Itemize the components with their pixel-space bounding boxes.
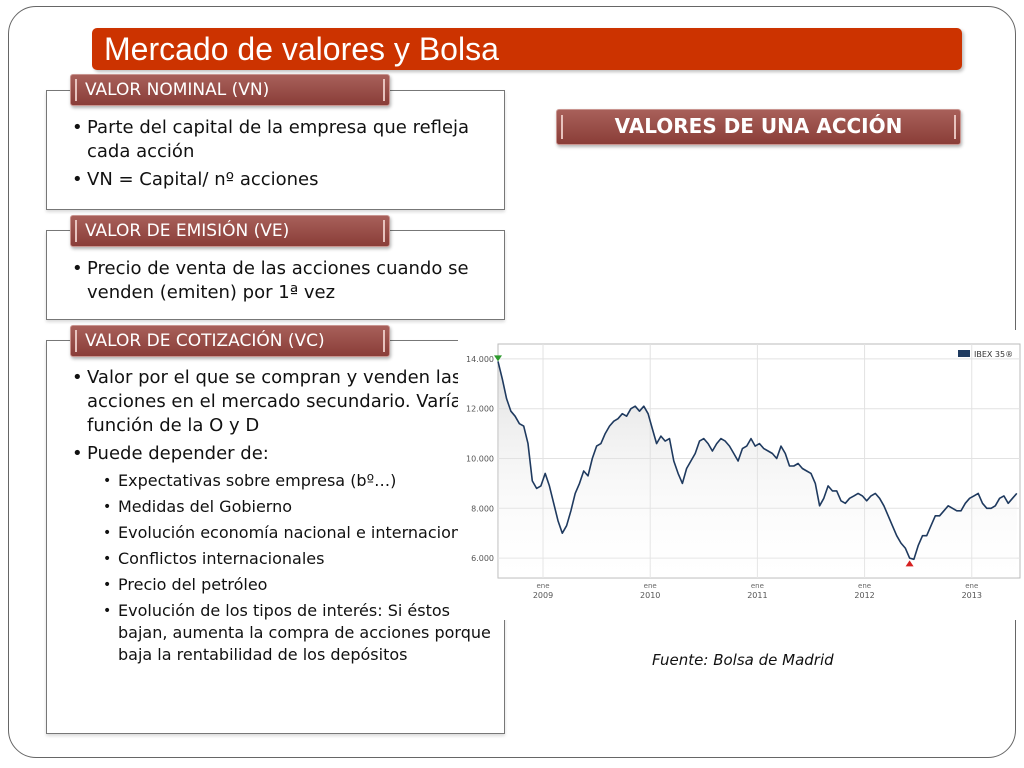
list-item: Parte del capital de la empresa que refl…: [47, 116, 504, 164]
sub-list-item: Precio del petróleo: [47, 574, 504, 596]
sub-list-item: Expectativas sobre empresa (bº…): [47, 470, 504, 492]
x-tick-month: ene: [751, 582, 764, 590]
x-tick-month: ene: [536, 582, 549, 590]
x-tick-year: 2012: [854, 591, 874, 600]
start-marker: [494, 355, 502, 362]
section-emision-label: VALOR DE EMISIÓN (VE): [70, 215, 390, 247]
low-marker: [905, 560, 914, 567]
list-item: VN = Capital/ nº acciones: [47, 168, 504, 192]
x-tick-year: 2011: [747, 591, 767, 600]
list-item: Valor por el que se compran y venden las…: [47, 366, 504, 438]
slide-title: Mercado de valores y Bolsa: [104, 31, 499, 67]
source-caption: Fuente: Bolsa de Madrid: [652, 651, 834, 669]
sub-list-item: Medidas del Gobierno: [47, 496, 504, 518]
section-cotizacion-label: VALOR DE COTIZACIÓN (VC): [70, 325, 390, 357]
y-tick-label: 6.000: [471, 554, 494, 563]
x-tick-month: ene: [644, 582, 657, 590]
y-tick-label: 10.000: [466, 455, 494, 464]
y-tick-label: 8.000: [471, 504, 494, 513]
chart-legend: IBEX 35®: [958, 350, 1013, 359]
x-tick-month: ene: [965, 582, 978, 590]
list-item: Precio de venta de las acciones cuando s…: [47, 257, 504, 305]
section-nominal-box: Parte del capital de la empresa que refl…: [46, 90, 505, 210]
ibex-chart-container: 14.000 12.000 10.000 8.000 6.000 ene 2009 ene 2…: [458, 330, 1024, 620]
y-tick-label: 12.000: [466, 405, 494, 414]
title-bar: Mercado de valores y Bolsa: [92, 28, 962, 70]
legend-label: IBEX 35®: [974, 350, 1013, 359]
valores-accion-label: VALORES DE UNA ACCIÓN: [556, 109, 961, 145]
chart-series: [494, 355, 1018, 578]
x-tick-month: ene: [858, 582, 871, 590]
section-nominal-label: VALOR NOMINAL (VN): [70, 74, 390, 106]
list-item: Puede depender de:: [47, 442, 504, 466]
x-tick-year: 2010: [640, 591, 660, 600]
section-cotizacion-box: Valor por el que se compran y venden las…: [46, 340, 505, 734]
sub-list-item: Conflictos internacionales: [47, 548, 504, 570]
y-tick-label: 14.000: [466, 355, 494, 364]
sub-list-item: Evolución economía nacional e internacio…: [47, 522, 504, 544]
x-tick-year: 2013: [962, 591, 982, 600]
sub-list-item: Evolución de los tipos de interés: Si és…: [47, 600, 504, 666]
x-tick-year: 2009: [533, 591, 553, 600]
legend-swatch: [958, 350, 970, 357]
series-line: [497, 361, 1018, 561]
y-axis: 14.000 12.000 10.000 8.000 6.000: [466, 355, 494, 563]
